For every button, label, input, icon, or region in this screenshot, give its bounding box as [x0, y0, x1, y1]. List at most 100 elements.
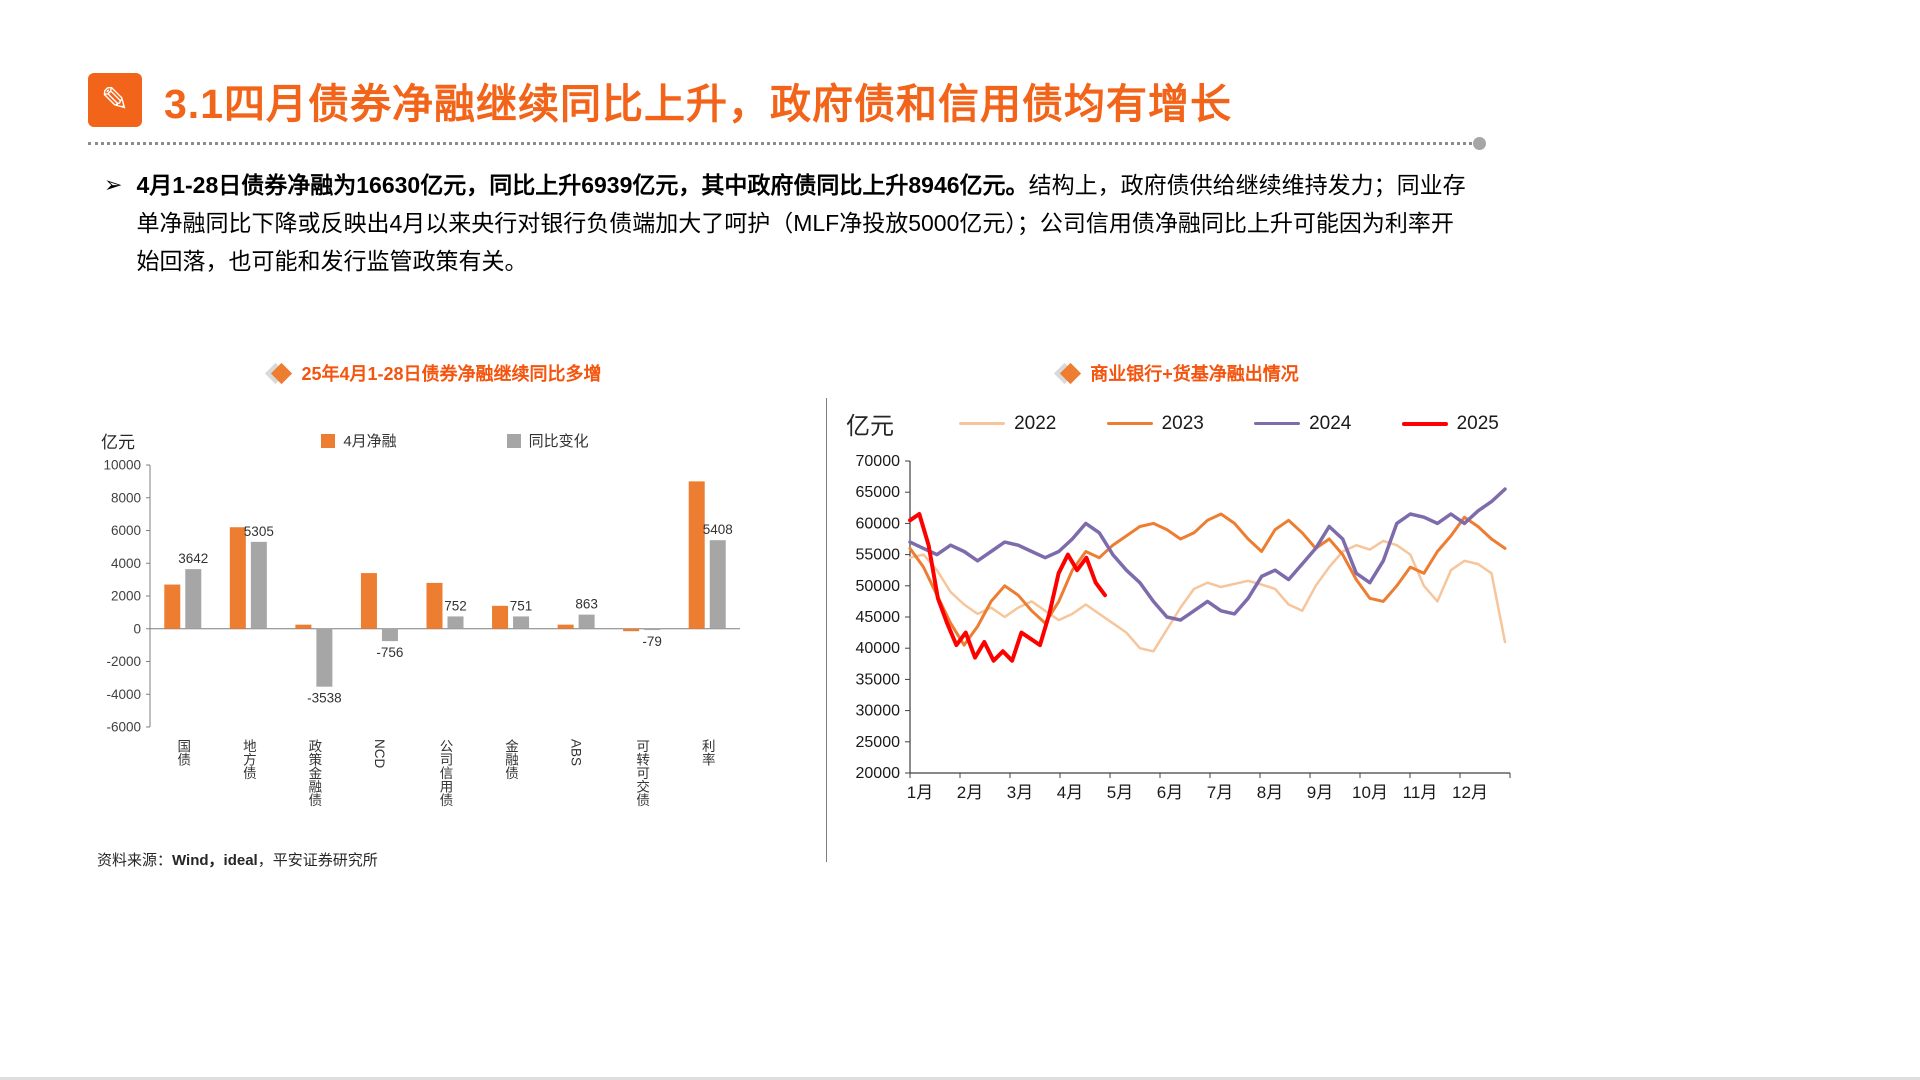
bar-chart: -6000 -4000 -2000 0 2000 4000 6000 8000 10000 364…	[103, 458, 740, 807]
line-chart-legend-row: 亿元 2022 2023 2024 2025	[832, 406, 1524, 441]
category-label: NCD	[372, 739, 387, 768]
y-tick-label: 30000	[856, 703, 901, 720]
bullet-arrow-icon: ➢	[104, 172, 123, 197]
series-line-2025	[908, 512, 1107, 663]
bar-series2	[381, 628, 398, 642]
bar-series1	[557, 624, 574, 629]
x-axis-label: 11月	[1403, 783, 1438, 802]
bar-series2	[709, 540, 726, 629]
slide-header: ✎ 3.1四月债券净融继续同比上升，政府债和信用债均有增长	[88, 70, 1232, 130]
x-axis-label: 9月	[1307, 783, 1333, 802]
square-swatch-icon	[321, 433, 336, 448]
panel-divider-line	[826, 398, 827, 862]
source-bold: Wind，ideal	[172, 852, 258, 869]
category-label: ABS	[569, 739, 584, 766]
bar-series2	[513, 616, 530, 629]
divider-end-dot	[1473, 137, 1486, 150]
series-line-2022	[908, 539, 1507, 653]
x-axis-label: 1月	[907, 783, 933, 802]
x-axis-label: 10月	[1352, 783, 1388, 802]
line-chart: 20000 25000 30000 35000 40000 45000 50000 55000…	[856, 453, 1511, 802]
category-label: 国债	[175, 739, 191, 766]
bar-series1	[623, 628, 640, 632]
y-tick-label: 6000	[111, 523, 141, 538]
line-chart-panel: 商业银行+货基净融出情况 亿元 2022 2023 2024 2025 20000 25…	[832, 360, 1524, 819]
y-tick-label: 10000	[103, 458, 141, 473]
y-tick-label: 50000	[856, 578, 901, 595]
category-label: 利率	[700, 739, 716, 767]
bar-series1	[492, 605, 509, 629]
bullet-text: 4月1-28日债券净融为16630亿元，同比上升6939亿元，其中政府债同比上升…	[136, 166, 1472, 280]
y-tick-label: 25000	[856, 734, 901, 751]
bullet-text-bold: 4月1-28日债券净融为16630亿元，同比上升6939亿元，其中政府债同比上升…	[136, 172, 1029, 198]
legend-label: 2025	[1456, 412, 1499, 434]
bar-series1	[295, 624, 312, 629]
x-axis-label: 7月	[1207, 783, 1233, 802]
category-label: 金融债	[503, 739, 519, 780]
bar-series1	[229, 527, 246, 629]
y-tick-label: 65000	[856, 484, 901, 501]
bar-value-label: 5408	[703, 522, 733, 537]
source-note: 资料来源：Wind，ideal，平安证券研究所	[97, 849, 378, 870]
y-tick-label: -6000	[106, 720, 141, 735]
bar-series1	[426, 582, 443, 629]
bar-series2	[578, 614, 595, 629]
x-axis-label: 6月	[1157, 783, 1183, 802]
pencil-glyph: ✎	[100, 81, 130, 119]
x-axis-label: 3月	[1007, 783, 1033, 802]
line-chart-title: 商业银行+货基净融出情况	[1090, 364, 1299, 384]
legend-label: 2023	[1161, 412, 1204, 434]
legend-label: 同比变化	[528, 433, 589, 450]
pencil-icon: ✎	[88, 73, 142, 127]
bar-series1	[164, 584, 181, 629]
x-axis-label: 5月	[1107, 783, 1133, 802]
bar-value-label: 752	[444, 598, 467, 613]
bottom-edge-line	[0, 1077, 1920, 1080]
line-swatch-icon	[1106, 422, 1153, 425]
y-tick-label: 45000	[856, 609, 901, 626]
line-swatch-icon	[1401, 421, 1448, 426]
bar-chart-legend: 4月净融 同比变化	[135, 430, 775, 451]
square-swatch-icon	[506, 433, 521, 448]
y-tick-label: 60000	[856, 515, 901, 532]
bar-value-label: 5305	[244, 524, 274, 539]
category-label: 政策金融债	[306, 739, 322, 807]
line-swatch-icon	[959, 422, 1006, 425]
bullet-paragraph: ➢ 4月1-28日债券净融为16630亿元，同比上升6939亿元，其中政府债同比…	[104, 166, 1472, 280]
y-tick-label: 35000	[856, 671, 901, 688]
series-line-2023	[908, 512, 1507, 647]
legend-label: 2024	[1309, 412, 1352, 434]
bar-value-label: 751	[510, 598, 533, 613]
y-tick-label: 0	[133, 621, 141, 636]
bullet-text-regular: 结构上，政府债供给继续维持发力；同业存单净融同比下降或反映出4月以来央行对银行负…	[136, 172, 1466, 274]
legend-label: 2022	[1014, 412, 1057, 434]
bar-series2	[644, 628, 661, 631]
y-tick-label: 8000	[111, 490, 141, 505]
x-axis-label: 12月	[1452, 783, 1488, 802]
bar-series1	[360, 573, 377, 629]
legend-item-2022: 2022	[959, 413, 1056, 435]
bar-chart-title: 25年4月1-28日债券净融继续同比多增	[301, 364, 602, 384]
y-axis-unit-label: 亿元	[846, 413, 894, 440]
line-swatch-icon	[1254, 421, 1301, 426]
source-rest: ，平安证券研究所	[257, 852, 378, 869]
category-label: 公司信用债	[438, 739, 454, 807]
bar-series1	[688, 481, 705, 629]
y-tick-label: -4000	[106, 687, 141, 702]
y-axis-unit-label: 亿元	[101, 433, 135, 452]
legend-item-2024: 2024	[1254, 413, 1351, 435]
legend-item-2023: 2023	[1106, 412, 1204, 435]
category-label: 可转可交债	[634, 739, 650, 807]
legend-item-2025: 2025	[1401, 412, 1499, 435]
series-line-2024	[908, 487, 1507, 622]
line-chart-title-row: 商业银行+货基净融出情况	[832, 360, 1524, 386]
bar-value-label: 863	[575, 597, 598, 612]
bar-chart-panel: 25年4月1-28日债券净融继续同比多增 亿元 4月净融 同比变化 -6000 -4…	[95, 360, 775, 827]
category-label: 地方债	[241, 739, 257, 780]
legend-label: 4月净融	[343, 433, 397, 450]
bar-series2	[316, 628, 333, 687]
x-axis-label: 8月	[1257, 783, 1283, 802]
line-chart-legend: 2022 2023 2024 2025	[934, 413, 1524, 435]
bar-series2	[250, 541, 267, 629]
